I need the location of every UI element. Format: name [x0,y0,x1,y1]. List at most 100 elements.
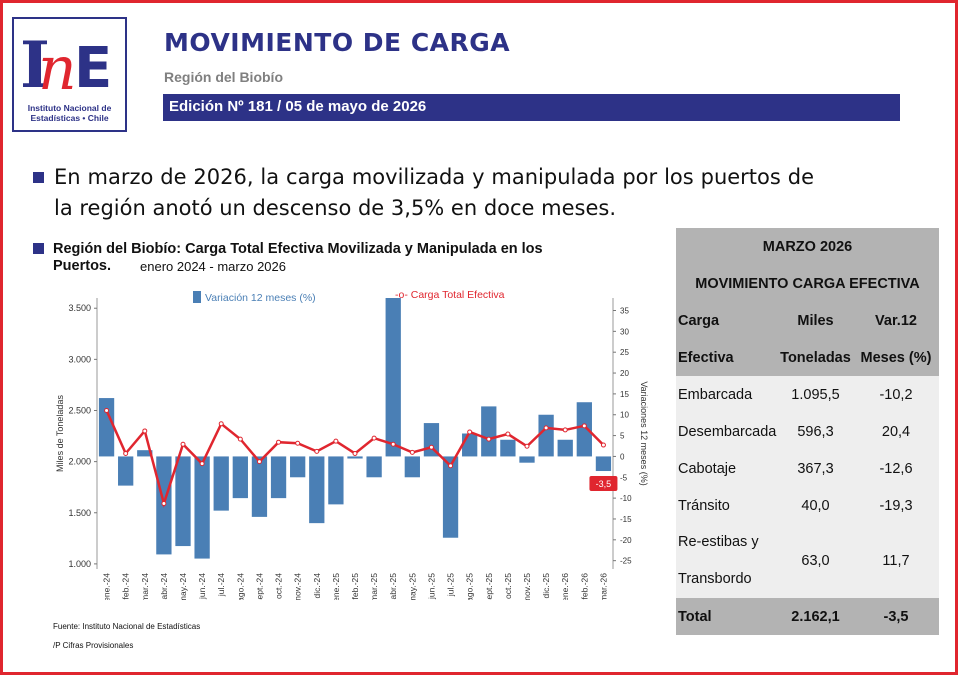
row-label-line2: Transbordo [678,571,752,587]
provisional-note: /P Cifras Provisionales [53,641,134,650]
left-tick-label: 2.500 [68,405,91,415]
bar [290,456,306,478]
x-tick-label: abr.-25 [388,573,398,600]
line-point [543,425,549,431]
x-tick-label: oct.-25 [503,573,513,599]
line-point [180,441,186,447]
x-tick-label: jul.-24 [216,573,226,597]
left-tick-label: 2.000 [68,457,91,467]
x-tick-label: abr.-24 [159,573,169,600]
annotation-box [589,476,618,492]
row-label: Re-estibas y Transbordo [676,524,778,598]
line-point [600,442,606,448]
x-tick-label: jun.-24 [197,573,207,600]
legend-line-label: -o- Carga Total Efectiva [395,289,505,301]
table-header-row: Carga Miles Var.12 [676,302,939,339]
row-value: 1.095,5 [791,386,840,403]
header-cell: Miles [797,312,834,329]
row-var: -19,3 [879,497,913,514]
annotation-label: -3,5 [596,479,612,489]
table-subtitle: MOVIMIENTO CARGA EFECTIVA [695,275,920,292]
line-point [123,450,129,456]
chart-title-bullet [33,243,44,254]
bar [347,456,363,459]
x-tick-label: may.-24 [178,573,188,600]
line-point [409,449,415,455]
left-tick-label: 3.500 [68,303,91,313]
ine-logo: I n E Instituto Nacional de Estadísticas… [12,17,127,132]
line-point [256,459,262,465]
x-tick-label: nov.-24 [293,573,303,600]
svg-text:I: I [20,28,50,99]
x-tick-label: mar.-24 [140,573,150,600]
table-title: MARZO 2026 [762,238,853,255]
x-tick-label: jul.-25 [446,573,456,597]
logo-line1: Instituto Nacional de [27,103,112,113]
bar [137,450,153,457]
line-point [333,438,339,444]
line-point [218,421,224,427]
page-subtitle: Región del Biobío [164,69,283,85]
right-tick-label: 10 [620,411,629,420]
left-tick-label: 1.500 [68,508,91,518]
right-tick-label: -10 [620,494,632,503]
x-tick-label: mar.-25 [369,573,379,600]
table-row: Re-estibas y Transbordo 63,0 11,7 [676,524,939,598]
right-tick-label: -20 [620,536,632,545]
row-label: Embarcada [678,386,753,403]
bar [251,456,268,517]
line-point [524,443,530,449]
table-header-row: Efectiva Toneladas Meses (%) [676,339,939,376]
header-cell: Carga [678,312,720,329]
bar [595,456,612,472]
line-point [486,436,492,442]
bar [462,433,478,457]
bar [538,414,554,457]
bar [232,456,248,499]
line-point [505,431,511,437]
source-note: Fuente: Instituto Nacional de Estadístic… [53,622,201,631]
legend-bar-swatch [193,291,201,303]
table-total-row: Total 2.162,1 -3,5 [676,598,939,635]
line-point [295,440,301,446]
x-tick-label: oct.-24 [274,573,284,599]
bar [576,402,592,457]
table-row: Cabotaje 367,3 -12,6 [676,450,939,487]
right-tick-label: -5 [620,473,628,482]
bar [366,456,382,478]
line-point [448,463,454,469]
x-tick-label: ago.-24 [235,573,245,600]
logo-caption: Instituto Nacional de Estadísticas • Chi… [14,103,125,123]
left-tick-label: 3.000 [68,354,91,364]
bar [404,456,420,478]
x-tick-label: may.-25 [407,573,417,600]
line-point [352,450,358,456]
header-cell: Var.12 [875,312,917,329]
table-row: Tránsito 40,0 -19,3 [676,487,939,524]
line-point [104,407,110,413]
x-tick-label: feb.-26 [579,573,589,600]
right-tick-label: 30 [620,327,629,336]
bar [194,456,210,559]
x-tick-label: mar.-26 [598,573,608,600]
right-tick-label: 35 [620,307,629,316]
bar [500,439,516,457]
line-point [276,439,282,445]
svg-text:E: E [74,36,112,99]
bar [385,298,401,457]
summary-table: MARZO 2026 MOVIMIENTO CARGA EFECTIVA Car… [676,228,939,635]
chart-title-line1: Región del Biobío: Carga Total Efectiva … [53,241,543,257]
line-point [428,444,434,450]
total-var: -3,5 [883,608,909,625]
ine-logo-mark: I n E [20,28,112,104]
cargo-chart: 1.000 1.500 2.000 2.500 3.000 3.500 -25 -20 -15 -… [55,289,649,600]
bar [481,406,497,457]
line-point [562,427,568,433]
bar [309,456,325,524]
table-row: Desembarcada 596,3 20,4 [676,413,939,450]
x-tick-label: feb.-24 [121,573,131,600]
left-tick-label: 1.000 [68,559,91,569]
row-label-line1: Re-estibas y [678,534,759,550]
table-title-row: MARZO 2026 [676,228,939,265]
x-tick-label: ene.-25 [331,573,341,600]
